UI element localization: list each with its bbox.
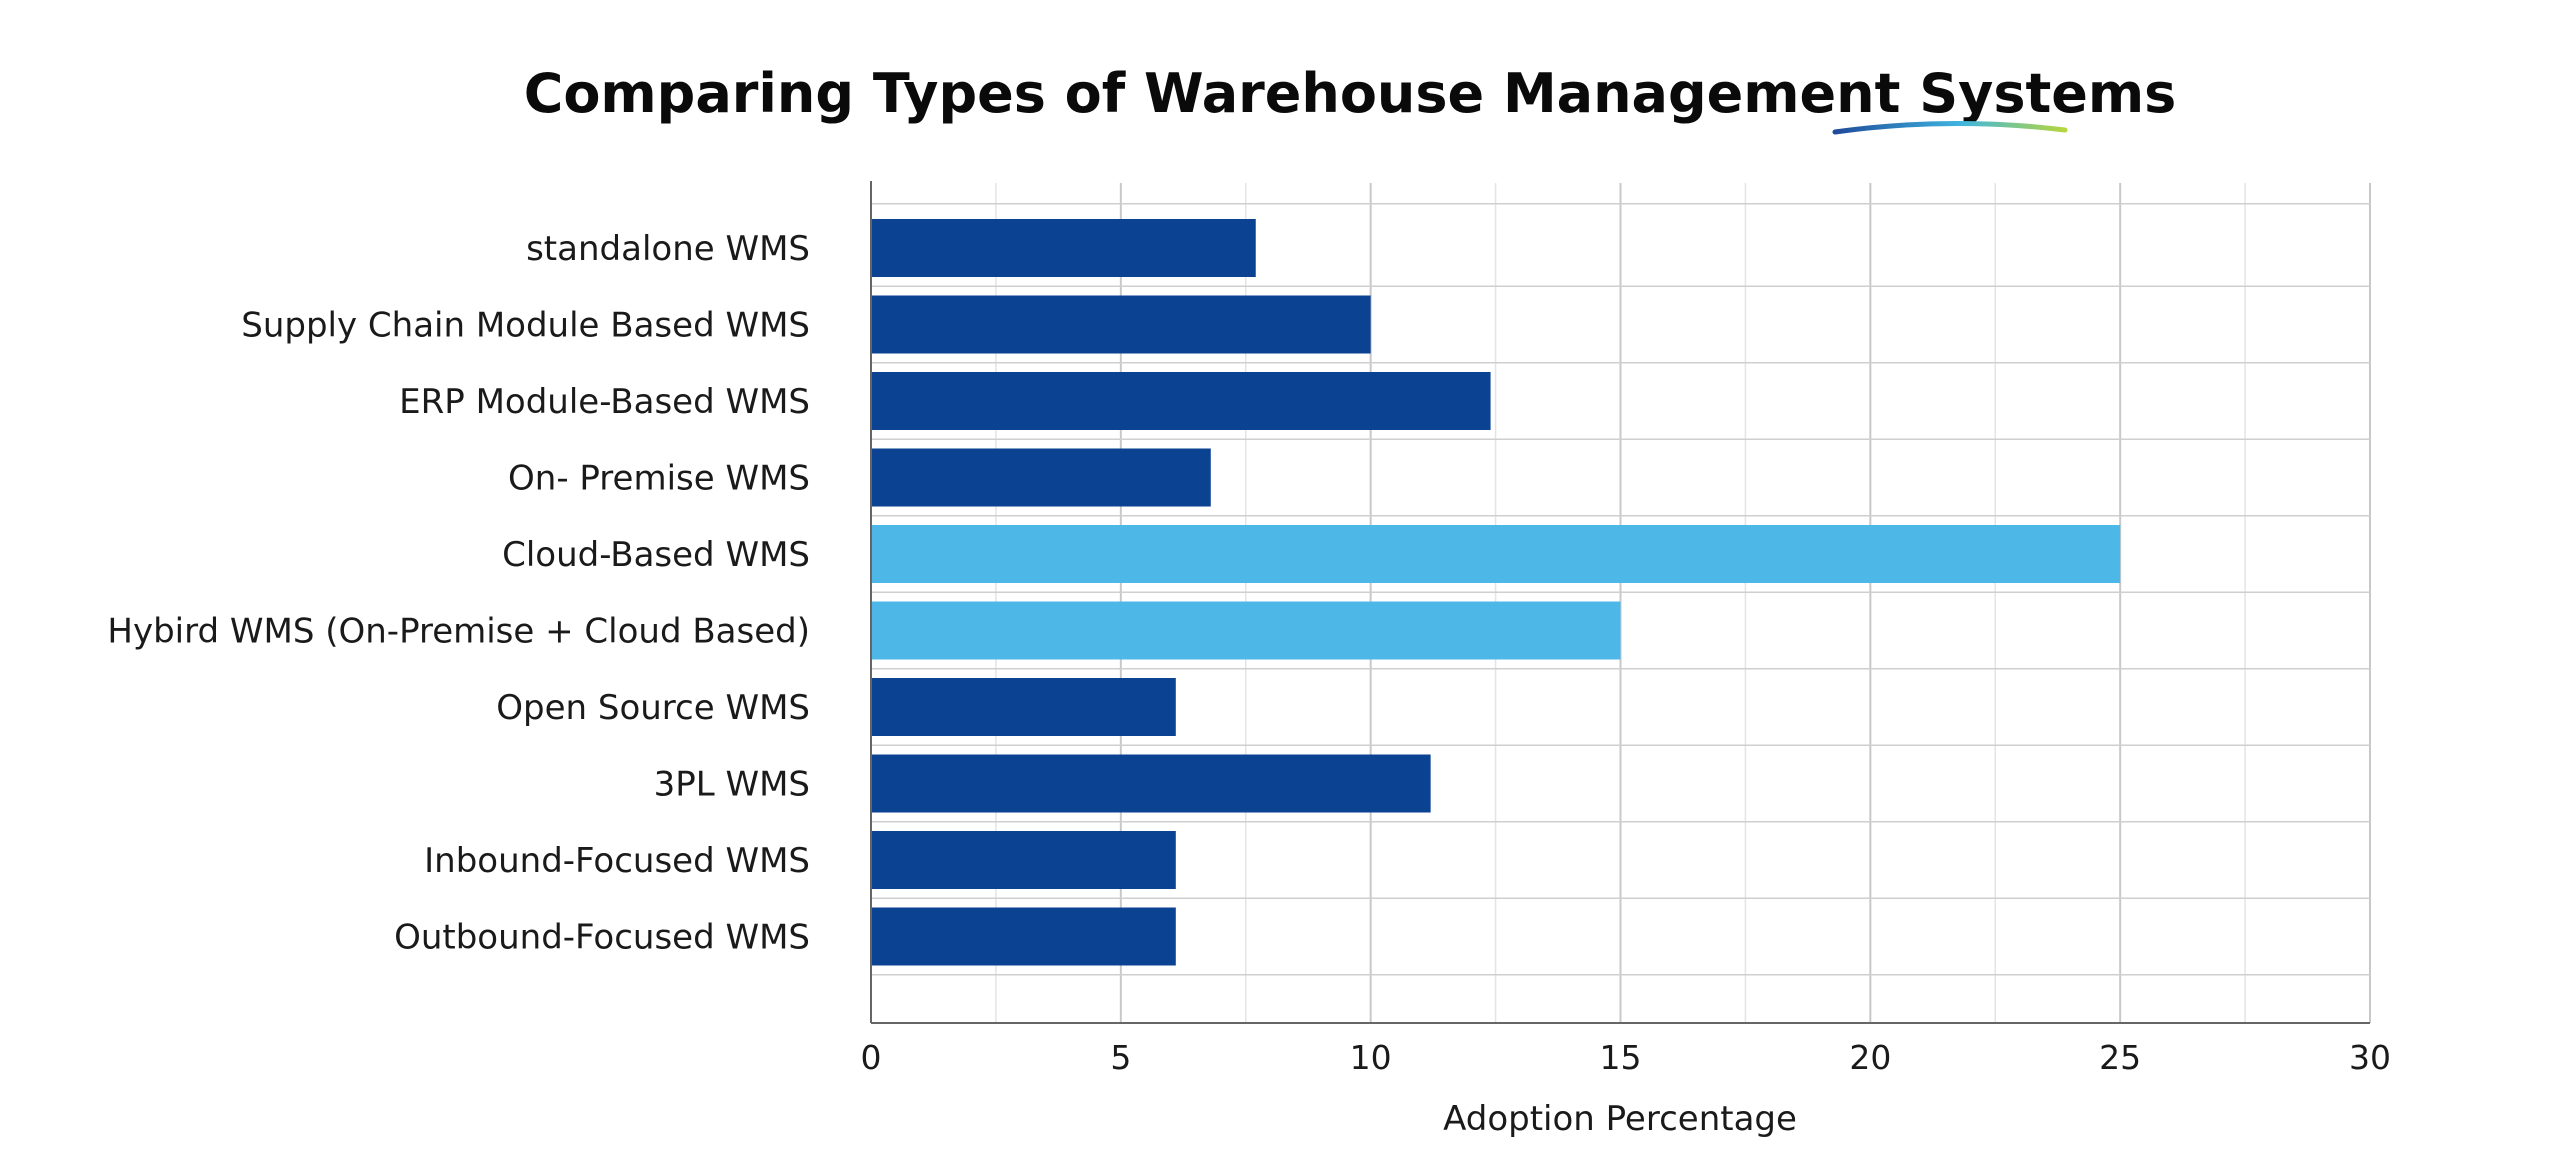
bar [871, 678, 1176, 736]
x-tick-label: 25 [2099, 1038, 2141, 1077]
x-tick-label: 30 [2349, 1038, 2391, 1077]
bar [871, 601, 1621, 660]
x-tick-label: 10 [1350, 1038, 1392, 1077]
x-tick-label: 15 [1600, 1038, 1642, 1077]
category-label: standalone WMS [526, 229, 810, 269]
bar [871, 448, 1211, 507]
bar [871, 754, 1431, 813]
x-tick-labels: 0 5 10 15 20 25 30 [861, 1038, 2392, 1077]
category-label: Open Source WMS [496, 688, 810, 728]
grid-lines [871, 183, 2371, 1023]
axes [870, 181, 2370, 1024]
category-label: Hybird WMS (On-Premise + Cloud Based) [107, 612, 810, 652]
category-label: Outbound-Focused WMS [394, 918, 810, 958]
bar [871, 372, 1491, 430]
category-label: ERP Module-Based WMS [399, 382, 810, 422]
bar [871, 907, 1176, 966]
bars [871, 219, 2121, 966]
category-label: Cloud-Based WMS [502, 535, 810, 575]
title-underline-swoosh [1832, 120, 2068, 135]
bar [871, 295, 1371, 354]
x-tick-label: 0 [861, 1038, 882, 1077]
x-tick-label: 5 [1110, 1038, 1131, 1077]
category-label: 3PL WMS [654, 765, 810, 805]
category-label: On- Premise WMS [508, 459, 810, 499]
category-label: Supply Chain Module Based WMS [241, 306, 810, 346]
category-labels: standalone WMS Supply Chain Module Based … [107, 229, 810, 958]
bar [871, 831, 1176, 889]
chart-title: Comparing Types of Warehouse Management … [524, 62, 2177, 125]
bar [871, 219, 1256, 277]
category-label: Inbound-Focused WMS [424, 841, 810, 881]
x-tick-label: 20 [1849, 1038, 1891, 1077]
bar [871, 525, 2121, 583]
x-axis-title: Adoption Percentage [1443, 1099, 1797, 1139]
